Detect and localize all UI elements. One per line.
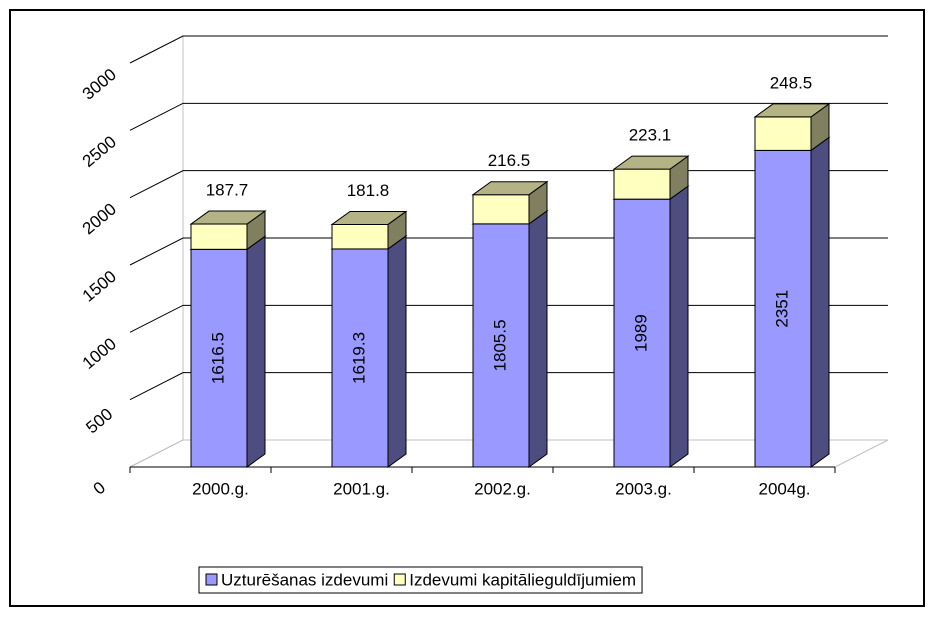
x-tick-label: 2004g. <box>759 479 811 498</box>
bar-top <box>753 103 831 118</box>
legend-label: Izdevumi kapitālieguldījumiem <box>409 570 636 589</box>
bar <box>754 149 812 468</box>
bar-group <box>330 210 408 250</box>
bar <box>472 223 530 468</box>
bar-group <box>189 235 267 468</box>
data-label: 216.5 <box>488 151 531 170</box>
bar-side <box>528 209 548 468</box>
bar-top <box>330 210 408 225</box>
x-tick-label: 2000.g. <box>192 479 249 498</box>
bar <box>472 194 530 225</box>
bar-top <box>612 155 690 170</box>
data-label: 187.7 <box>206 181 249 200</box>
data-label: 2351 <box>772 290 791 328</box>
data-label: 1805.5 <box>490 319 509 371</box>
bar <box>190 248 248 468</box>
data-label: 181.8 <box>347 181 390 200</box>
bar <box>331 223 389 250</box>
data-label: 223.1 <box>629 126 672 145</box>
bar <box>613 198 671 468</box>
legend: Uzturēšanas izdevumi Izdevumi kapitāliegu… <box>198 566 643 594</box>
bar <box>190 223 248 250</box>
bar-group <box>471 209 549 468</box>
bar-top <box>471 181 549 196</box>
bar-side <box>669 185 689 468</box>
data-label: 1989 <box>631 314 650 352</box>
bar-group <box>471 180 549 225</box>
data-label: 248.5 <box>770 73 813 92</box>
bar-side <box>387 234 407 468</box>
grid-line <box>129 35 888 64</box>
grid-line <box>129 102 888 131</box>
legend-box <box>198 566 643 594</box>
bar <box>754 116 812 151</box>
bar-group <box>612 155 690 201</box>
bar-top <box>189 210 267 225</box>
legend-swatch <box>393 573 406 586</box>
legend-swatch <box>205 573 218 586</box>
bar-group <box>330 234 408 468</box>
legend-label: Uzturēšanas izdevumi <box>221 570 388 589</box>
x-tick-label: 2001.g. <box>333 479 390 498</box>
bar-group <box>612 185 690 468</box>
x-tick-label: 2003.g. <box>615 479 672 498</box>
bar-group <box>753 102 831 152</box>
bar-side <box>246 235 266 468</box>
x-tick-label: 2002.g. <box>474 479 531 498</box>
data-label: 1619.3 <box>349 332 368 384</box>
bar-group <box>189 210 267 251</box>
bar-group <box>753 136 831 468</box>
bar <box>613 168 671 200</box>
data-label: 1616.5 <box>208 332 227 384</box>
bar-side <box>810 136 830 468</box>
